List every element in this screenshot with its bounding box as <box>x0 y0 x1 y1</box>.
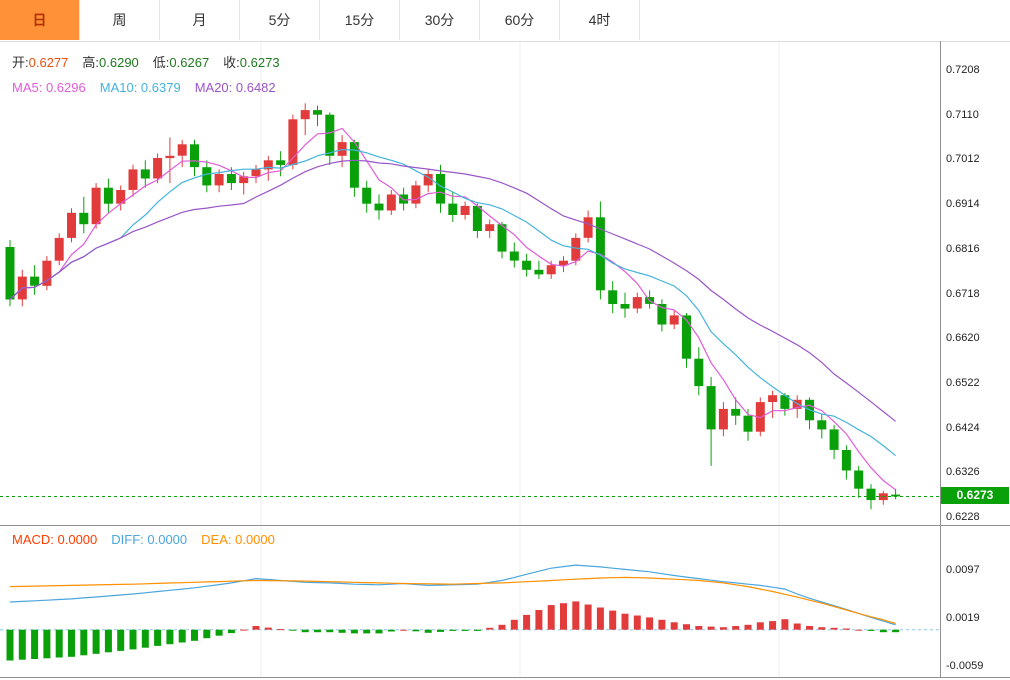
y-tick-label: 0.6718 <box>946 287 980 300</box>
price-y-axis: 0.7208 0.7110 0.7012 0.6914 0.6816 0.6718 0.66… <box>946 0 1008 680</box>
macd-chart-canvas[interactable] <box>0 527 940 677</box>
ma5-line <box>9 127 896 491</box>
price-chart-canvas[interactable] <box>0 40 940 525</box>
y-tick-label: 0.6914 <box>946 198 980 211</box>
y-tick-label: 0.6816 <box>946 242 980 255</box>
y-tick-label: 0.6620 <box>946 332 980 345</box>
bottom-border-line <box>0 677 1010 678</box>
y-tick-label: 0.6326 <box>946 466 980 479</box>
y-tick-label: 0.0019 <box>946 612 980 624</box>
y-tick-label: 0.6522 <box>946 376 980 389</box>
y-tick-label: 0.7208 <box>946 64 980 76</box>
tab-period-3[interactable]: 月 <box>160 0 240 40</box>
last-price-tag: 0.6273 <box>941 487 1009 504</box>
grid-lines <box>260 527 780 677</box>
macd-y-axis: 0.0097 0.0019 -0.0059 <box>946 0 1008 680</box>
tab-period-2[interactable]: 周 <box>80 0 160 40</box>
diff-line <box>9 564 896 626</box>
tab-period-4[interactable]: 5分 <box>240 0 320 40</box>
y-tick-label: 0.7012 <box>946 153 980 166</box>
panel-separator-line <box>0 525 1010 526</box>
tab-period-8[interactable]: 4时 <box>560 0 640 40</box>
tab-period-5[interactable]: 15分 <box>320 0 400 40</box>
macd-histogram <box>6 601 900 661</box>
tab-period-6[interactable]: 30分 <box>400 0 480 40</box>
y-tick-label: 0.6424 <box>946 421 980 434</box>
ma20-line <box>9 159 896 422</box>
period-tabbar: 日周月 5分 15分 30分 60分 4时 <box>0 0 1010 42</box>
y-tick-label: 0.6228 <box>946 511 980 523</box>
candlesticks <box>5 103 901 510</box>
ma10-line <box>9 148 896 457</box>
y-tick-label: -0.0059 <box>946 660 984 672</box>
tab-period-7[interactable]: 60分 <box>480 0 560 40</box>
axis-separator-line <box>940 41 941 677</box>
dea-line <box>9 576 896 625</box>
y-tick-label: 0.7110 <box>946 108 979 121</box>
tab-period-1[interactable]: 日 <box>0 0 80 40</box>
grid-lines <box>260 40 780 525</box>
y-tick-label: 0.0097 <box>946 564 980 576</box>
